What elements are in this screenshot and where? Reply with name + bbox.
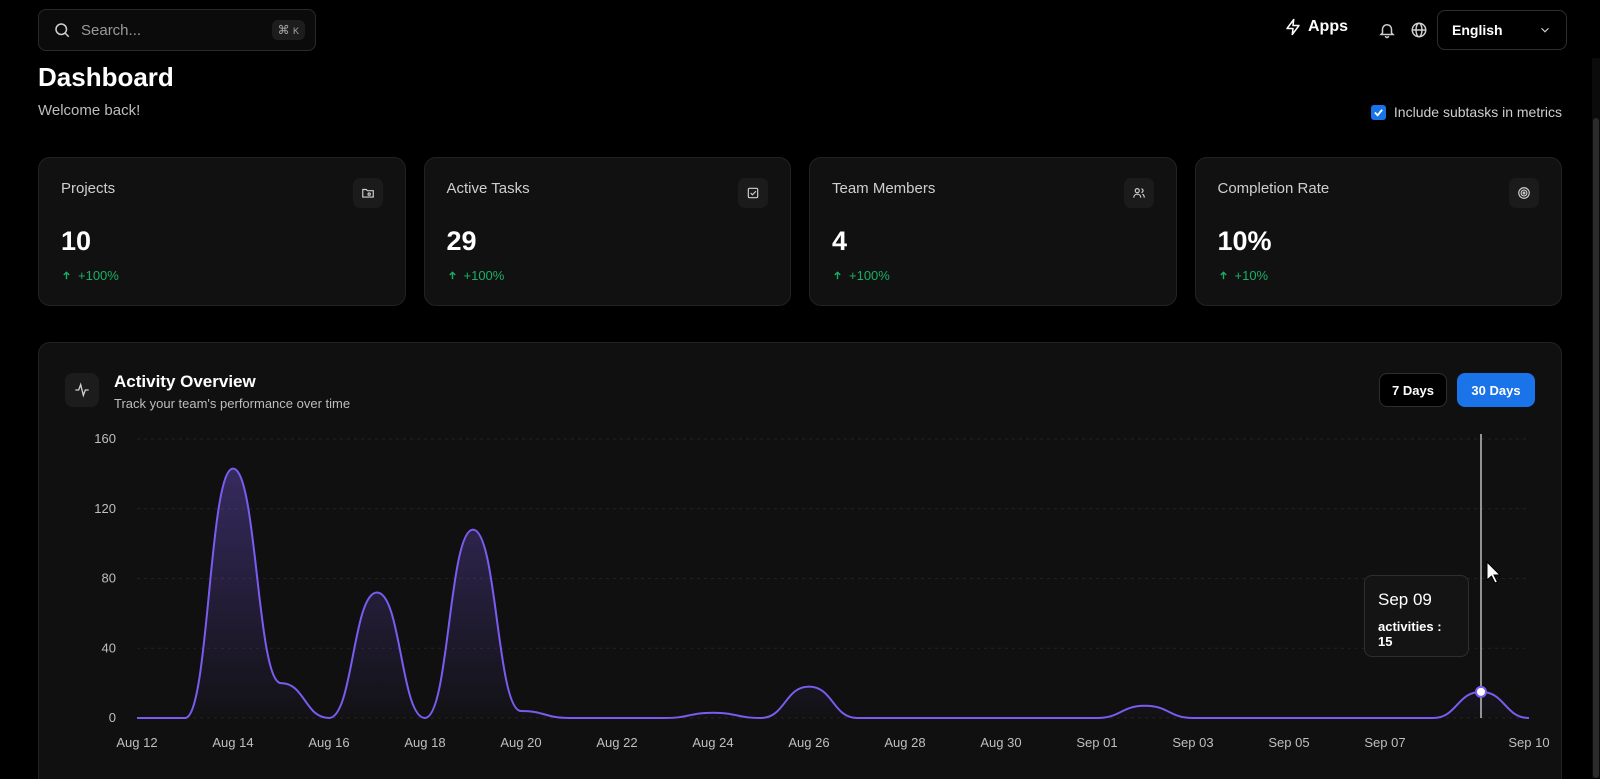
range-30-days-button[interactable]: 30 Days [1457, 373, 1535, 407]
x-tick-label: Aug 20 [500, 735, 541, 750]
apps-button[interactable]: Apps [1284, 18, 1348, 36]
activity-chart[interactable]: 0 40 80 120 160 Aug 12 Aug 14 Aug 16 Aug 18 Aug 2… [39, 343, 1563, 779]
stat-label: Projects [61, 180, 116, 197]
x-tick-label: Aug 16 [308, 735, 349, 750]
arrow-up-icon [834, 271, 841, 280]
chart-tooltip: Sep 09 activities : 15 [1364, 575, 1469, 657]
x-tick-label: Aug 12 [116, 735, 157, 750]
stat-value: 29 [446, 226, 477, 256]
range-7-days-button[interactable]: 7 Days [1379, 373, 1447, 407]
stat-card-active-tasks: Active Tasks 29 +100% [423, 157, 791, 306]
y-tick-label: 40 [102, 640, 116, 655]
subtasks-toggle[interactable]: Include subtasks in metrics [1370, 104, 1562, 120]
y-tick-label: 80 [102, 571, 116, 586]
stat-change: +100% [447, 268, 504, 283]
page-scrollbar[interactable] [1592, 58, 1600, 778]
x-tick-label: Sep 03 [1172, 735, 1213, 750]
mouse-cursor-icon [1486, 561, 1502, 584]
stat-value: 4 [832, 226, 848, 256]
stats-row: Projects 10 +100% Active Tasks 29 +100% … [38, 157, 1562, 306]
globe-icon[interactable] [1410, 21, 1428, 39]
target-icon [1509, 178, 1539, 208]
language-select[interactable]: English [1437, 10, 1567, 50]
activity-subtitle: Track your team's performance over time [114, 396, 351, 411]
folder-icon [352, 178, 383, 208]
x-tick-label: Aug 18 [404, 735, 445, 750]
x-tick-label: Sep 01 [1076, 735, 1117, 750]
language-value: English [1452, 22, 1503, 38]
tooltip-date: Sep 09 [1378, 590, 1432, 609]
series-line [137, 467, 1530, 720]
subtasks-checkbox[interactable] [1370, 104, 1386, 120]
x-tick-label: Aug 14 [212, 735, 253, 750]
y-tick-label: 0 [109, 710, 116, 725]
lightning-icon [1286, 18, 1300, 36]
x-tick-label: Aug 26 [788, 735, 829, 750]
x-tick-label: Sep 07 [1364, 735, 1405, 750]
search-shortcut: ⌘ K [271, 20, 305, 40]
stat-change: +100% [832, 268, 890, 283]
arrow-up-icon [63, 271, 70, 280]
chevron-down-icon [1541, 27, 1549, 33]
users-icon [1123, 178, 1154, 208]
search-placeholder: Search... [81, 21, 142, 39]
x-tick-label: Aug 28 [884, 735, 925, 750]
activity-title: Activity Overview [114, 372, 256, 391]
search-input[interactable]: Search... ⌘ K [38, 9, 316, 51]
tooltip-value: activities : 15 [1378, 619, 1442, 649]
stat-label: Completion Rate [1217, 180, 1330, 197]
scroll-thumb[interactable] [1593, 118, 1599, 778]
x-tick-label: Sep 10 [1508, 735, 1549, 750]
activity-overview-panel: 0 40 80 120 160 Aug 12 Aug 14 Aug 16 Aug 18 Aug 2… [38, 342, 1562, 779]
y-tick-label: 120 [94, 501, 116, 516]
x-tick-label: Aug 22 [596, 735, 637, 750]
check-icon [1374, 108, 1383, 117]
stat-change: +10% [1218, 268, 1268, 283]
apps-label: Apps [1308, 18, 1348, 35]
stat-label: Team Members [832, 180, 936, 197]
stat-card-completion-rate: Completion Rate 10% +10% [1194, 157, 1562, 306]
x-tick-label: Aug 30 [980, 735, 1021, 750]
x-tick-label: Sep 05 [1268, 735, 1309, 750]
stat-card-team-members: Team Members 4 +100% [809, 157, 1177, 306]
checkbox-icon [738, 178, 768, 208]
stat-value: 10% [1217, 226, 1272, 256]
y-tick-label: 160 [94, 431, 116, 446]
stat-card-projects: Projects 10 +100% [38, 157, 406, 306]
subtasks-label: Include subtasks in metrics [1393, 104, 1562, 120]
arrow-up-icon [448, 271, 456, 280]
activity-icon [65, 373, 99, 407]
page-subtitle: Welcome back! [38, 102, 141, 119]
stat-value: 10 [61, 226, 92, 256]
x-tick-label: Aug 24 [692, 735, 733, 750]
bell-icon[interactable] [1378, 21, 1396, 39]
stat-label: Active Tasks [446, 180, 530, 197]
series-area [137, 468, 1529, 718]
stat-change: +100% [61, 268, 119, 283]
page-title: Dashboard [38, 62, 174, 92]
hover-point [1475, 685, 1487, 698]
search-icon [55, 23, 70, 38]
arrow-up-icon [1219, 271, 1227, 280]
